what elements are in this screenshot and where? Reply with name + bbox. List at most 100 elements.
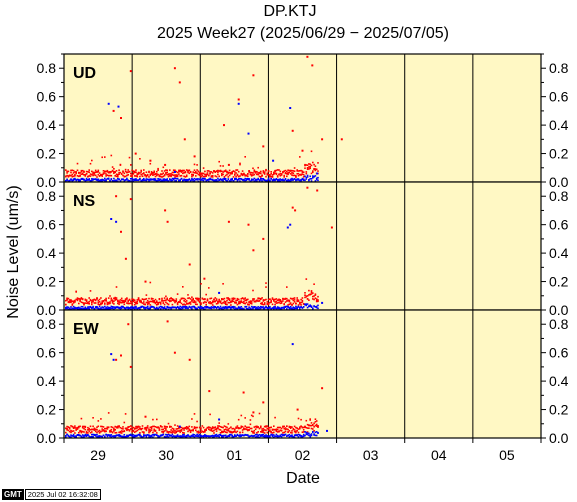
red-point	[200, 173, 202, 176]
blue-outlier	[237, 102, 240, 105]
red-point	[248, 304, 250, 306]
red-point	[157, 167, 159, 170]
red-point	[226, 297, 228, 299]
red-point	[253, 170, 256, 173]
red-outlier	[306, 55, 309, 58]
red-point	[109, 171, 111, 173]
blue-point	[287, 180, 289, 182]
blue-point	[153, 179, 155, 181]
red-point	[98, 431, 101, 434]
blue-point	[208, 178, 210, 181]
blue-point	[260, 305, 262, 308]
blue-point	[224, 305, 227, 308]
red-point	[317, 300, 319, 303]
red-point	[287, 173, 289, 176]
blue-point	[317, 179, 319, 182]
blue-point	[115, 179, 118, 181]
red-point	[185, 426, 188, 428]
red-point	[280, 300, 283, 303]
blue-point	[291, 435, 293, 438]
blue-point	[70, 434, 72, 436]
red-point	[144, 298, 146, 301]
red-point	[315, 168, 318, 171]
blue-point	[262, 178, 265, 180]
blue-point	[122, 178, 124, 181]
blue-point	[70, 436, 72, 438]
red-point	[301, 170, 304, 172]
red-point	[306, 168, 309, 170]
blue-point	[137, 179, 140, 181]
blue-point	[288, 306, 291, 309]
blue-point	[309, 434, 311, 436]
red-point	[100, 418, 102, 420]
blue-point	[88, 435, 90, 438]
red-point	[244, 417, 246, 419]
red-point	[306, 423, 309, 426]
blue-point	[98, 435, 101, 437]
red-point	[178, 173, 180, 175]
red-point	[172, 428, 175, 430]
blue-point	[132, 180, 135, 182]
blue-point	[88, 306, 90, 308]
red-point	[205, 293, 207, 296]
red-point	[202, 298, 205, 301]
blue-point	[183, 178, 185, 181]
blue-point	[253, 180, 256, 182]
red-point	[123, 300, 126, 302]
blue-point	[315, 178, 318, 181]
red-point	[314, 293, 317, 295]
blue-point	[174, 436, 176, 438]
red-point	[221, 431, 223, 434]
blue-point	[148, 436, 150, 438]
red-point	[71, 303, 74, 305]
blue-point	[159, 180, 162, 182]
red-point	[265, 286, 267, 288]
blue-outlier	[289, 107, 292, 109]
red-point	[171, 298, 174, 300]
red-point	[152, 300, 154, 302]
blue-point	[257, 306, 259, 308]
red-point	[79, 172, 81, 174]
red-point	[306, 298, 309, 300]
red-point	[192, 174, 194, 177]
blue-point	[170, 180, 172, 182]
red-point	[66, 297, 68, 300]
red-point	[258, 175, 261, 178]
red-point	[206, 172, 209, 174]
red-point	[283, 170, 285, 172]
red-point	[213, 170, 215, 173]
blue-point	[110, 305, 113, 308]
red-point	[105, 299, 107, 301]
blue-point	[162, 179, 165, 182]
red-point	[270, 299, 272, 302]
blue-point	[208, 180, 210, 182]
red-point	[231, 172, 233, 175]
red-point	[247, 426, 249, 429]
red-point	[269, 426, 271, 429]
red-point	[75, 171, 77, 173]
blue-point	[166, 435, 168, 438]
red-point	[205, 428, 207, 430]
blue-point	[213, 436, 215, 438]
red-point	[204, 431, 206, 433]
red-point	[130, 302, 132, 304]
red-point	[117, 427, 119, 429]
blue-point	[301, 307, 304, 309]
blue-point	[280, 435, 283, 438]
blue-point	[132, 435, 135, 438]
red-point	[213, 426, 215, 429]
blue-point	[205, 305, 207, 308]
red-point	[148, 431, 150, 434]
red-point	[101, 425, 103, 428]
red-point	[150, 429, 153, 431]
red-point	[81, 426, 84, 429]
red-point	[123, 301, 126, 303]
red-point	[234, 171, 236, 173]
red-point	[166, 302, 168, 305]
blue-point	[308, 432, 310, 435]
y-tick-label: 0.0	[37, 430, 57, 446]
red-point	[306, 427, 309, 429]
blue-point	[96, 436, 98, 438]
blue-point	[127, 179, 129, 182]
red-point	[84, 299, 87, 301]
